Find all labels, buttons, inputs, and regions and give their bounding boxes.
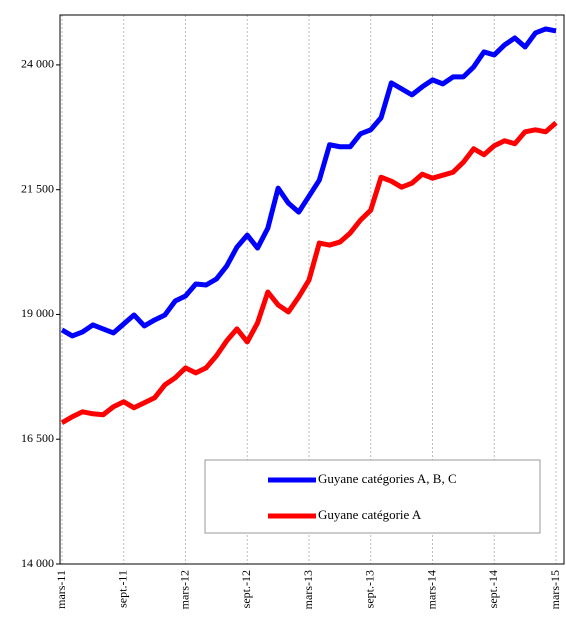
legend-box: [204, 459, 541, 534]
x-tick-label: mars-12: [177, 570, 191, 609]
x-tick-label: sept.-12: [239, 570, 253, 608]
x-tick-label: sept.-13: [363, 570, 377, 608]
x-tick-label: sept.-11: [116, 570, 130, 608]
legend-label: Guyane catégorie A: [318, 507, 422, 522]
y-tick-label: 24 000: [21, 57, 54, 71]
x-tick-label: sept.-14: [486, 570, 500, 608]
y-tick-label: 16 500: [21, 431, 54, 445]
plot-frame: [59, 14, 565, 565]
y-tick-label: 14 000: [21, 556, 54, 570]
series-line: [60, 120, 558, 425]
x-tick-label: mars-15: [548, 570, 562, 609]
x-tick-label: mars-14: [424, 570, 438, 609]
y-tick-label: 21 500: [21, 181, 54, 195]
y-tick-label: 19 000: [21, 306, 54, 320]
series-line: [60, 26, 557, 339]
legend-label: Guyane catégories A, B, C: [318, 471, 457, 486]
legend: Guyane catégories A, B, C Guyane catégori…: [204, 459, 541, 534]
x-tick-label: mars-13: [301, 570, 315, 609]
x-tick-label: mars-11: [54, 570, 68, 609]
